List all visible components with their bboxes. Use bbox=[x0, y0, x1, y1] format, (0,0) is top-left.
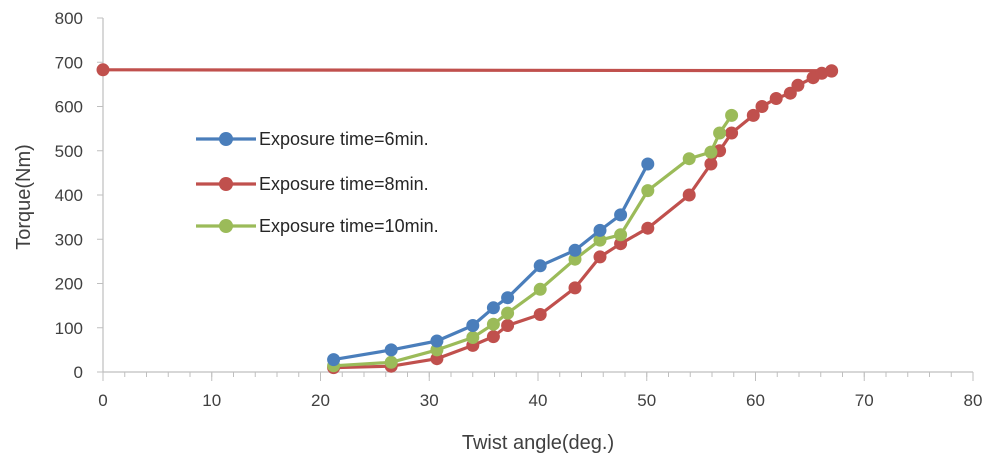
data-point bbox=[430, 334, 444, 348]
data-point bbox=[725, 126, 739, 140]
x-tick-label: 0 bbox=[98, 391, 107, 410]
y-tick-label: 0 bbox=[74, 363, 83, 382]
x-axis-title: Twist angle(deg.) bbox=[462, 432, 614, 454]
data-point bbox=[466, 331, 480, 344]
data-point bbox=[533, 308, 547, 321]
y-tick-label: 400 bbox=[55, 186, 83, 205]
data-point bbox=[501, 319, 515, 332]
legend-label: Exposure time=6min. bbox=[259, 129, 429, 149]
data-point bbox=[430, 343, 444, 357]
data-point bbox=[486, 317, 500, 331]
data-point bbox=[641, 157, 655, 171]
y-tick-label: 800 bbox=[55, 9, 83, 28]
legend-label: Exposure time=10min. bbox=[259, 216, 439, 236]
data-point bbox=[746, 108, 760, 122]
legend-entry: Exposure time=6min. bbox=[196, 129, 429, 149]
x-tick-label: 50 bbox=[637, 391, 656, 410]
data-point bbox=[533, 259, 547, 273]
data-point bbox=[384, 355, 398, 369]
data-point bbox=[533, 282, 547, 296]
legend-entry: Exposure time=8min. bbox=[196, 174, 429, 194]
x-tick-label: 40 bbox=[529, 391, 548, 410]
data-point bbox=[593, 233, 607, 247]
data-point bbox=[486, 301, 500, 315]
data-point bbox=[384, 343, 398, 357]
data-point bbox=[791, 78, 805, 92]
y-tick-label: 700 bbox=[55, 53, 83, 72]
x-tick-label: 70 bbox=[855, 391, 874, 410]
series-4 bbox=[96, 63, 839, 78]
series-line bbox=[333, 114, 733, 368]
data-point bbox=[614, 228, 628, 242]
legend-swatch-marker bbox=[219, 132, 233, 146]
y-tick-label: 300 bbox=[55, 230, 83, 249]
legend-entry: Exposure time=10min. bbox=[196, 216, 439, 236]
data-point bbox=[725, 108, 739, 122]
y-tick-label: 600 bbox=[55, 98, 83, 117]
data-point bbox=[682, 188, 696, 202]
data-point bbox=[713, 126, 727, 140]
series-layer bbox=[96, 63, 839, 375]
data-point bbox=[641, 184, 655, 198]
data-point bbox=[641, 221, 655, 235]
data-point bbox=[815, 66, 829, 80]
data-point bbox=[593, 250, 607, 264]
data-point bbox=[327, 353, 341, 367]
legend-label: Exposure time=8min. bbox=[259, 174, 429, 194]
data-point bbox=[755, 100, 769, 113]
x-tick-label: 10 bbox=[202, 391, 221, 410]
data-point bbox=[769, 92, 783, 105]
data-point bbox=[614, 208, 628, 222]
axes bbox=[97, 17, 974, 381]
data-point bbox=[96, 63, 110, 77]
series-line bbox=[102, 68, 832, 73]
y-tick-label: 100 bbox=[55, 319, 83, 338]
x-tick-label: 30 bbox=[420, 391, 439, 410]
y-tick-label: 200 bbox=[55, 275, 83, 294]
data-point bbox=[568, 243, 582, 257]
data-point bbox=[593, 223, 607, 237]
legend-swatch-marker bbox=[219, 177, 233, 191]
data-point bbox=[568, 281, 582, 295]
series-1 bbox=[327, 157, 655, 367]
x-tick-label: 80 bbox=[964, 391, 983, 410]
data-point bbox=[501, 291, 515, 305]
series-2 bbox=[327, 64, 839, 375]
data-point bbox=[568, 252, 582, 266]
x-tick-label: 60 bbox=[746, 391, 765, 410]
x-tick-labels: 0 10 20 30 40 50 60 70 80 bbox=[98, 391, 982, 410]
data-point bbox=[466, 319, 480, 332]
data-point bbox=[704, 145, 718, 159]
legend-swatch-marker bbox=[219, 219, 233, 233]
legend: Exposure time=6min. Exposure time=8min. Ex… bbox=[196, 129, 439, 236]
data-point bbox=[501, 306, 515, 320]
data-point bbox=[704, 157, 718, 171]
y-axis-title: Torque(Nm) bbox=[13, 144, 35, 250]
data-point bbox=[614, 237, 628, 251]
data-point bbox=[486, 330, 500, 344]
x-tick-label: 20 bbox=[311, 391, 330, 410]
data-point bbox=[682, 152, 696, 166]
data-point bbox=[825, 64, 839, 78]
y-tick-labels: 0 100 200 300 400 500 600 700 800 bbox=[55, 9, 83, 382]
y-tick-label: 500 bbox=[55, 142, 83, 161]
